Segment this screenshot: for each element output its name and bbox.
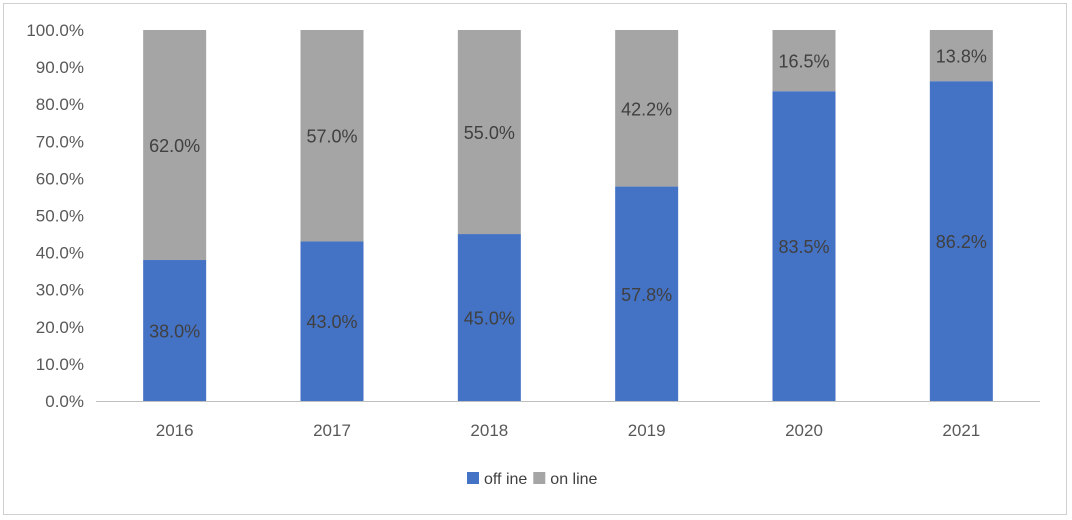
x-tick-label: 2021 [942,421,980,440]
y-tick-label: 60.0% [36,169,84,188]
x-axis: 2016 2017 2018 2019 2020 2021 [156,421,980,440]
x-tick-label: 2020 [785,421,823,440]
bars [143,30,993,401]
bar-segment-offline [615,186,679,401]
bar-segment-offline [457,234,521,401]
bar-segment-offline [772,91,836,401]
data-label: 16.5% [778,52,829,72]
y-tick-label: 90.0% [36,58,84,77]
bar-segment-offline [929,81,993,401]
legend-label: on line [550,471,597,488]
data-label: 38.0% [149,322,200,342]
bar-segment-online [929,30,993,82]
y-tick-label: 40.0% [36,244,84,263]
data-label: 62.0% [149,136,200,156]
y-tick-label: 10.0% [36,355,84,374]
x-tick-label: 2019 [628,421,666,440]
legend-swatch [467,472,479,484]
y-axis: 0.0% 10.0% 20.0% 30.0% 40.0% 50.0% 60.0% 70.0% 8… [26,21,84,411]
legend: off ine on line [467,471,598,488]
data-label: 55.0% [464,123,515,143]
bar-segment-offline [300,241,364,401]
data-label: 83.5% [778,237,829,257]
y-tick-label: 0.0% [45,392,84,411]
y-tick-label: 100.0% [26,21,84,40]
data-label: 13.8% [936,47,987,67]
bar-segment-online [457,30,521,235]
bar-segment-online [143,30,207,261]
y-tick-label: 80.0% [36,95,84,114]
data-label: 42.2% [621,99,672,119]
data-label: 45.0% [464,309,515,329]
bar-segment-online [300,30,364,242]
legend-label: off ine [484,471,527,488]
y-tick-label: 50.0% [36,207,84,226]
bar-segment-online [772,30,836,92]
x-tick-label: 2016 [156,421,194,440]
y-tick-label: 70.0% [36,132,84,151]
bar-segment-online [615,30,679,187]
data-label: 43.0% [306,312,357,332]
x-tick-label: 2017 [313,421,351,440]
data-label: 57.8% [621,285,672,305]
data-label: 86.2% [936,232,987,252]
data-label: 57.0% [306,127,357,147]
data-labels: 38.0% 62.0% 43.0% 57.0% 45.0% 55.0% 57.8% 42.2%… [149,47,987,342]
x-tick-label: 2018 [470,421,508,440]
y-tick-label: 30.0% [36,281,84,300]
y-tick-label: 20.0% [36,318,84,337]
legend-swatch [533,472,546,484]
bar-segment-offline [143,260,207,401]
